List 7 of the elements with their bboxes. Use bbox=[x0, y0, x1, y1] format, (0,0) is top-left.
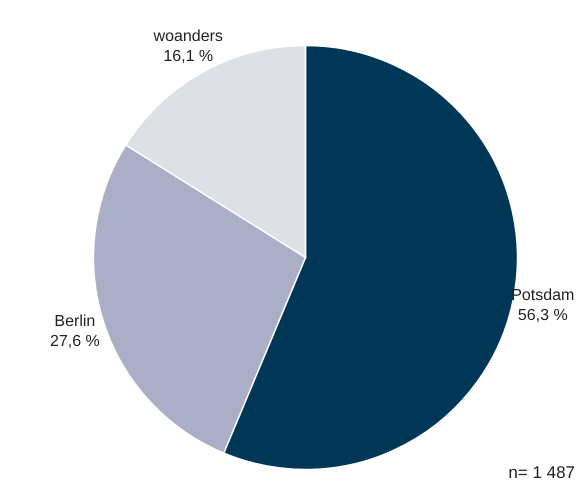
text: n= 1 487 bbox=[508, 463, 575, 482]
data-label: 56,3 % bbox=[518, 307, 568, 324]
data-label: 27,6 % bbox=[50, 332, 100, 350]
slice-label: woanders bbox=[152, 28, 223, 45]
data-label: 16,1 % bbox=[163, 48, 214, 65]
slice-label: Berlin bbox=[54, 312, 96, 330]
slice-label: Potsdam bbox=[511, 287, 574, 304]
